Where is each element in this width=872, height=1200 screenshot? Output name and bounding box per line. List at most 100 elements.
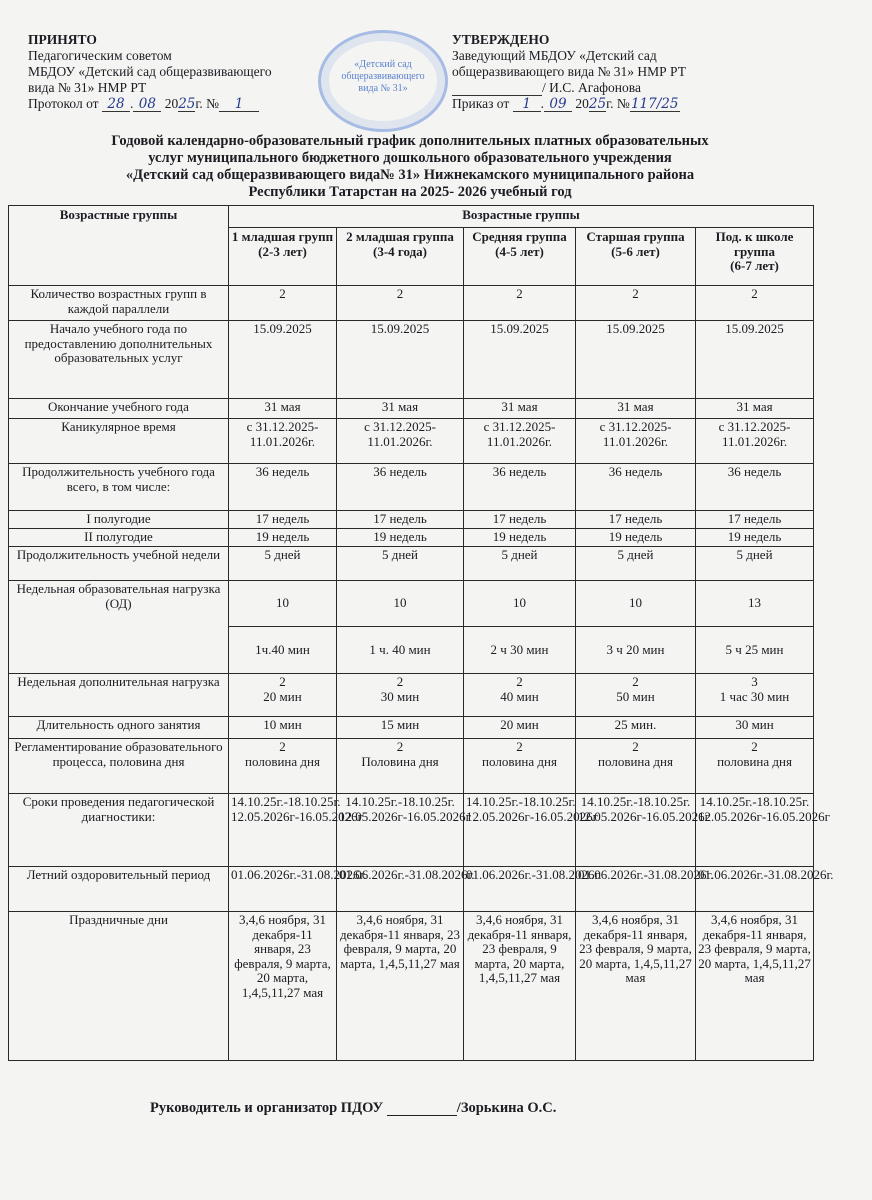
table-cell: 01.06.2026г.-31.08.2026г. (694, 866, 834, 912)
table-cell: 19 недель (463, 528, 576, 547)
table-cell: 2 20 мин (228, 673, 337, 717)
table-cell: 30 мин (694, 716, 815, 739)
table-cell: 2 половина дня (694, 738, 815, 794)
row-label: Начало учебного года по предоставлению д… (8, 320, 229, 399)
table-row: Недельная дополнительная нагрузка 2 20 ми… (8, 673, 815, 717)
document-title: Годовой календарно-образовательный графи… (10, 133, 810, 201)
column-header: 1 младшая групп (2-3 лет) (228, 227, 337, 286)
title-line: услуг муниципального бюджетного дошкольн… (148, 150, 672, 166)
table-cell: 14.10.25г.-18.10.25г. 12.05.2026г-16.05.… (336, 793, 471, 867)
table-cell: 5 дней (463, 546, 576, 581)
table-cell: 14.10.25г.-18.10.25г. 12.05.2026г-16.05.… (575, 793, 710, 867)
table-cell: 2 ч 30 мин (463, 626, 576, 674)
row-label: Недельная образовательная нагрузка (ОД) (8, 580, 229, 674)
table-cell: 01.06.2026г.-31.08.2026г. (575, 866, 714, 912)
column-header: 2 младшая группа (3-4 года) (336, 227, 464, 286)
table-cell: 14.10.25г.-18.10.25г. 12.05.2026г-16.05.… (463, 793, 598, 867)
row-label: Каникулярное время (8, 418, 229, 464)
protocol-suffix: г. № (195, 96, 220, 111)
table-cell: 17 недель (228, 510, 337, 529)
title-line: Годовой календарно-образовательный графи… (111, 133, 709, 149)
table-cell: 14.10.25г.-18.10.25г. 12.05.2026г-16.05.… (228, 793, 363, 867)
table-cell: 1ч.40 мин (228, 626, 337, 674)
table-cell: 14.10.25г.-18.10.25г. 12.05.2026г-16.05.… (694, 793, 830, 867)
table-row: II полугодие 19 недель 19 недель 19 недель 1… (8, 528, 815, 547)
table-cell: 2 Половина дня (336, 738, 464, 794)
table-row: Длительность одного занятия 10 мин 15 мин 2… (8, 716, 815, 739)
row-label: Длительность одного занятия (8, 716, 229, 739)
column-header: Средняя группа (4-5 лет) (463, 227, 576, 286)
accepted-line: вида № 31» НМР РТ (28, 80, 147, 95)
table-cell: с 31.12.2025-11.01.2026г. (336, 418, 464, 464)
row-label: Сроки проведения педагогической диагност… (8, 793, 229, 867)
title-line: «Детский сад общеразвивающего вида№ 31» … (125, 167, 695, 183)
row-label: I полугодие (8, 510, 229, 529)
order-month: 09 (544, 97, 572, 112)
footer-signature (386, 1101, 457, 1116)
table-row: Праздничные дни 3,4,6 ноября, 31 декабря-… (8, 911, 815, 1061)
table-cell: 19 недель (228, 528, 337, 547)
table-cell: 10 мин (228, 716, 337, 739)
table-row: Регламентирование образовательного проце… (8, 738, 815, 794)
table-cell: 2 половина дня (228, 738, 337, 794)
row-label: Количество возрастных групп в каждой пар… (8, 285, 229, 321)
table-cell: 10 (228, 580, 337, 627)
table-cell: с 31.12.2025-11.01.2026г. (694, 418, 815, 464)
accepted-block: ПРИНЯТО Педагогическим советом МБДОУ «Де… (28, 32, 272, 112)
row-label: Праздничные дни (8, 911, 229, 1061)
table-row: Окончание учебного года 31 мая 31 мая 31 ма… (8, 398, 815, 419)
table-cell: 2 (228, 285, 337, 321)
group-header: Возрастные группы (227, 205, 815, 228)
table-cell: 1 ч. 40 мин (336, 626, 464, 674)
table-cell: 5 дней (575, 546, 696, 581)
table-cell: 2 (694, 285, 815, 321)
table-cell: 10 (575, 580, 696, 627)
table-cell: 31 мая (336, 398, 464, 419)
table-row: Количество возрастных групп в каждой пар… (8, 285, 815, 321)
table-cell: 17 недель (694, 510, 815, 529)
table-cell: 01.06.2026г.-31.08.2026г. (336, 866, 475, 912)
table-cell: 3,4,6 ноября, 31 декабря-11 января, 23 ф… (694, 911, 815, 1061)
table-cell: 2 30 мин (336, 673, 464, 717)
row-label: Продолжительность учебного года всего, в… (8, 463, 229, 511)
table-cell: 2 половина дня (575, 738, 696, 794)
approved-heading: УТВЕРЖДЕНО (452, 32, 550, 47)
table-cell: 2 (463, 285, 576, 321)
protocol-day: 28 (101, 97, 130, 112)
table-row: I полугодие 17 недель 17 недель 17 недель 17… (8, 510, 815, 529)
table-cell: 01.06.2026г.-31.08.2026г. (463, 866, 602, 912)
schedule-table: Возрастные группы Возрастные группы 1 мл… (8, 205, 834, 1061)
table-cell: 17 недель (336, 510, 464, 529)
table-cell: 13 (694, 580, 815, 627)
table-cell: 01.06.2026г.-31.08.2026г. (228, 866, 367, 912)
corner-header: Возрастные группы (8, 205, 229, 286)
table-cell: 31 мая (463, 398, 576, 419)
table-cell: 15.09.2025 (575, 320, 696, 399)
table-cell: с 31.12.2025-11.01.2026г. (463, 418, 576, 464)
approved-line: общеразвивающего вида № 31» НМР РТ (452, 64, 686, 79)
table-row: Летний оздоровительный период 01.06.2026г… (8, 866, 834, 912)
row-label: Регламентирование образовательного проце… (8, 738, 229, 794)
table-row: Начало учебного года по предоставлению д… (8, 320, 815, 399)
table-row: 1ч.40 мин 1 ч. 40 мин 2 ч 30 мин 3 ч 20 мин… (9, 626, 815, 674)
table-cell: 31 мая (575, 398, 696, 419)
table-cell: 31 мая (228, 398, 337, 419)
table-cell: 36 недель (694, 463, 815, 511)
table-cell: 3,4,6 ноября, 31 декабря-11 января, 23 ф… (228, 911, 337, 1061)
title-line: Республики Татарстан на 2025- 2026 учебн… (248, 184, 572, 200)
table-cell: 2 40 мин (463, 673, 576, 717)
table-cell: 19 недель (694, 528, 815, 547)
accepted-line: Педагогическим советом (28, 48, 172, 63)
table-cell: 5 ч 25 мин (694, 626, 815, 674)
table-cell: 15.09.2025 (694, 320, 815, 399)
table-cell: 36 недель (463, 463, 576, 511)
order-day: 1 (512, 97, 541, 112)
column-header: Под. к школе группа (6-7 лет) (694, 227, 815, 286)
order-suffix: г. № (606, 96, 630, 111)
footer-label: Руководитель и организатор ПДОУ (150, 1100, 384, 1116)
footer: Руководитель и организатор ПДОУ /Зорькин… (150, 1100, 556, 1117)
approved-line: Заведующий МБДОУ «Детский сад (452, 48, 657, 63)
order-number: 117/25 (629, 96, 680, 112)
table-cell: 17 недель (575, 510, 696, 529)
stamp-text: «Детский сад общеразвивающего вида № 31» (341, 59, 425, 94)
